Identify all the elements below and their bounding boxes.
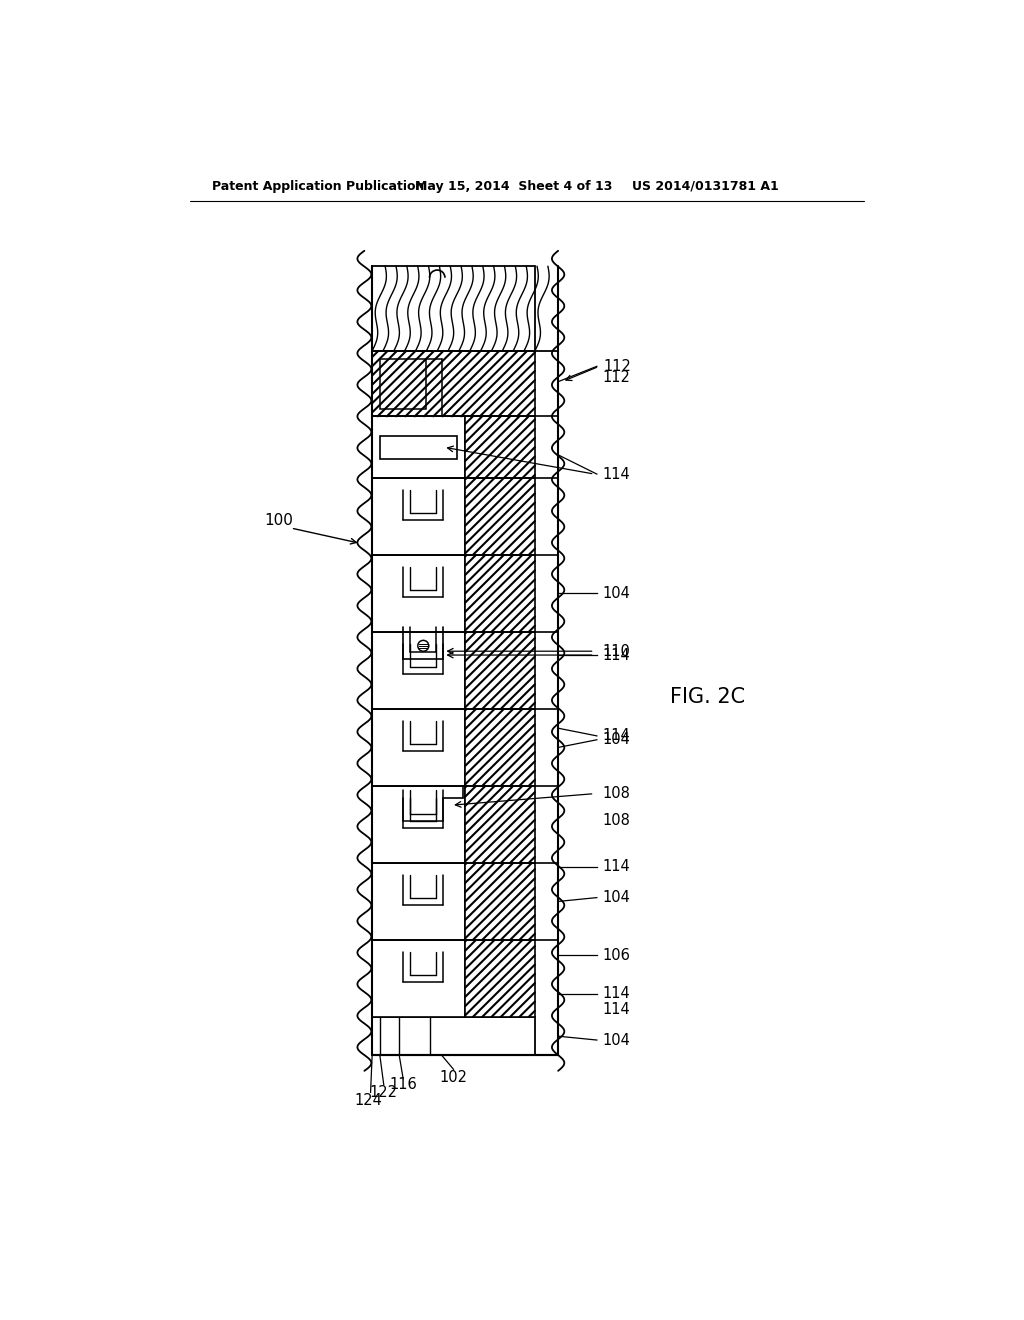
Text: 110: 110 xyxy=(602,644,630,659)
Bar xyxy=(372,1016,535,1056)
Text: 108: 108 xyxy=(602,813,630,828)
Text: Patent Application Publication: Patent Application Publication xyxy=(212,180,424,193)
Bar xyxy=(465,554,535,632)
Bar xyxy=(380,359,426,409)
Text: 122: 122 xyxy=(370,1085,397,1100)
Text: 114: 114 xyxy=(602,859,630,874)
Text: 106: 106 xyxy=(602,948,630,962)
Bar xyxy=(465,632,535,709)
Bar xyxy=(372,863,465,940)
Bar xyxy=(380,436,458,459)
Text: 114: 114 xyxy=(602,986,630,1002)
Text: 114: 114 xyxy=(602,648,630,663)
Text: 108: 108 xyxy=(602,787,630,801)
Text: 124: 124 xyxy=(354,1093,382,1107)
Text: 104: 104 xyxy=(602,890,630,906)
Text: 114: 114 xyxy=(602,1002,630,1016)
Bar xyxy=(372,940,465,1016)
Text: 100: 100 xyxy=(264,512,294,528)
Text: 104: 104 xyxy=(602,733,630,747)
Bar xyxy=(372,267,535,351)
Bar xyxy=(465,785,535,863)
Bar xyxy=(465,709,535,785)
Text: US 2014/0131781 A1: US 2014/0131781 A1 xyxy=(632,180,778,193)
Bar xyxy=(372,709,465,785)
Text: 112: 112 xyxy=(602,371,630,385)
Bar xyxy=(372,478,465,554)
Bar xyxy=(372,632,465,709)
Text: 116: 116 xyxy=(389,1077,417,1092)
Text: 102: 102 xyxy=(439,1069,468,1085)
Circle shape xyxy=(418,640,429,651)
Bar xyxy=(465,940,535,1016)
Bar xyxy=(465,478,535,554)
Bar xyxy=(372,416,465,478)
Bar xyxy=(465,863,535,940)
Text: 104: 104 xyxy=(602,586,630,601)
Text: May 15, 2014  Sheet 4 of 13: May 15, 2014 Sheet 4 of 13 xyxy=(415,180,612,193)
Bar xyxy=(372,351,535,416)
Text: FIG. 2C: FIG. 2C xyxy=(671,688,745,708)
Bar xyxy=(372,785,465,863)
Bar xyxy=(372,554,465,632)
Text: 104: 104 xyxy=(602,1032,630,1048)
Text: 114: 114 xyxy=(602,729,630,743)
Text: 112: 112 xyxy=(603,359,631,374)
Bar xyxy=(465,416,535,478)
Text: 114: 114 xyxy=(602,466,630,482)
